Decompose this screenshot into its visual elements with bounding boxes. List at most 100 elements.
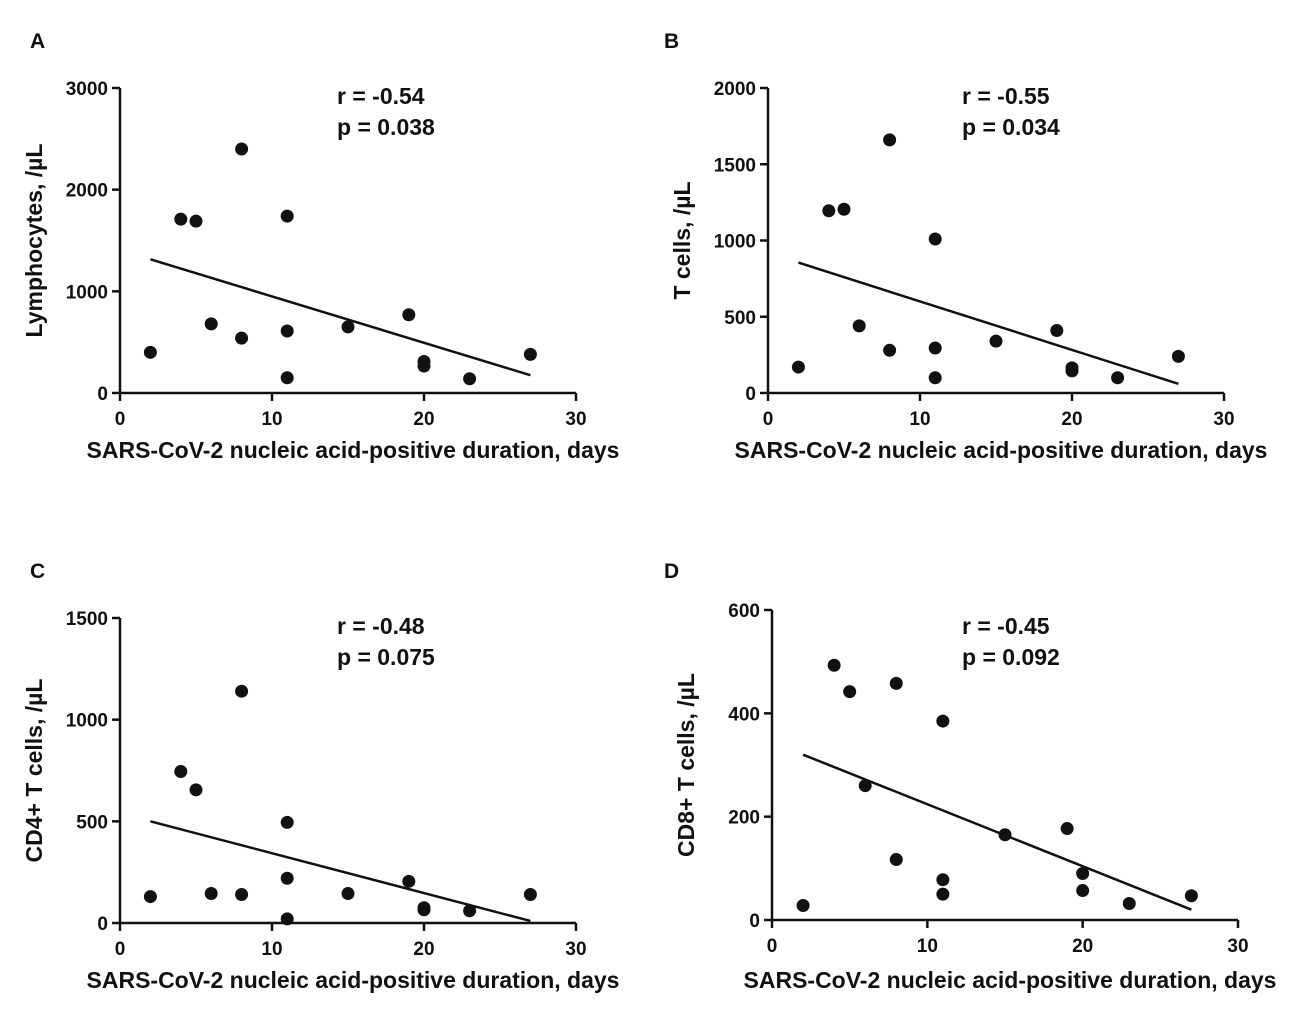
y-tick-label: 3000	[66, 79, 108, 100]
x-tick-label: 30	[1213, 409, 1234, 430]
data-point	[928, 341, 942, 355]
y-tick-label: 500	[724, 308, 756, 329]
data-point	[174, 765, 188, 779]
data-point	[1111, 371, 1125, 385]
data-point	[174, 212, 188, 226]
data-point	[235, 331, 249, 345]
data-point	[189, 783, 203, 797]
data-point	[1060, 822, 1074, 836]
data-point	[858, 779, 872, 793]
panel-letter: C	[30, 560, 45, 583]
regression-line	[150, 820, 531, 923]
data-point	[463, 904, 477, 918]
data-point	[1050, 323, 1064, 337]
data-point	[189, 214, 203, 228]
data-point	[889, 853, 903, 867]
y-tick-label: 0	[97, 384, 108, 405]
data-point	[936, 714, 950, 728]
x-tick-label: 0	[763, 409, 774, 430]
x-axis-label: SARS-CoV-2 nucleic acid-positive duratio…	[87, 967, 620, 993]
y-tick-label: 1500	[66, 609, 108, 630]
data-point	[235, 684, 249, 698]
x-axis-label: SARS-CoV-2 nucleic acid-positive duratio…	[735, 437, 1268, 463]
panel-letter: B	[664, 30, 679, 53]
data-point	[998, 828, 1012, 842]
data-point	[837, 202, 851, 216]
data-point	[463, 372, 477, 386]
data-point	[417, 359, 431, 373]
y-tick-label: 400	[728, 704, 760, 725]
x-tick-label: 10	[261, 939, 282, 960]
x-tick-label: 0	[115, 409, 126, 430]
panel-d: D 0 10 20 30 0 200 400 600 SARS-CoV-2 nucleic aci…	[664, 560, 1276, 993]
data-point	[280, 324, 294, 338]
correlation-r: r = -0.45	[962, 613, 1050, 639]
data-point	[280, 209, 294, 223]
data-point	[1184, 889, 1198, 903]
x-tick-label: 0	[767, 936, 778, 957]
x-tick-label: 10	[909, 409, 930, 430]
x-tick-label: 10	[261, 409, 282, 430]
data-point	[204, 887, 218, 901]
x-tick-label: 30	[1227, 936, 1248, 957]
x-tick-label: 30	[565, 939, 586, 960]
y-tick-label: 600	[728, 601, 760, 622]
panel-letter: A	[30, 30, 45, 53]
y-tick-label: 2000	[714, 79, 756, 100]
data-point	[523, 347, 537, 361]
data-point	[280, 871, 294, 885]
x-tick-label: 0	[115, 939, 126, 960]
x-tick-label: 20	[1061, 409, 1082, 430]
regression-line	[798, 261, 1179, 386]
p-value: p = 0.092	[962, 644, 1060, 670]
y-tick-label: 0	[97, 914, 108, 935]
panel-a: A 0 10 20 30 0 1000 2000 3000 SARS-CoV-2 nucleic …	[21, 30, 619, 463]
y-tick-label: 0	[749, 911, 760, 932]
correlation-r: r = -0.54	[337, 83, 425, 109]
correlation-r: r = -0.55	[962, 83, 1050, 109]
data-point	[143, 345, 157, 359]
data-point	[936, 873, 950, 887]
x-tick-label: 10	[917, 936, 938, 957]
data-point	[341, 887, 355, 901]
data-point	[791, 360, 805, 374]
data-point	[1076, 867, 1090, 880]
correlation-r: r = -0.48	[337, 613, 425, 639]
y-tick-label: 200	[728, 808, 760, 829]
y-tick-label: 1000	[714, 232, 756, 253]
data-point	[523, 888, 537, 902]
data-point	[280, 371, 294, 385]
data-point	[1076, 884, 1090, 898]
regression-line	[150, 258, 531, 377]
panel-c: C 0 10 20 30 0 500 1000 1500 SARS-CoV-2 nucleic a…	[21, 560, 619, 993]
panel-letter: D	[664, 560, 679, 583]
data-point	[402, 874, 416, 888]
data-point	[822, 204, 836, 218]
regression-line	[802, 753, 1192, 911]
y-tick-label: 1000	[66, 711, 108, 732]
x-axis-label: SARS-CoV-2 nucleic acid-positive duratio…	[744, 967, 1277, 993]
data-point	[796, 899, 810, 913]
p-value: p = 0.075	[337, 644, 435, 670]
x-tick-label: 30	[565, 409, 586, 430]
data-point	[827, 658, 841, 672]
data-point	[989, 334, 1003, 348]
data-point	[1122, 896, 1136, 910]
p-value: p = 0.034	[962, 114, 1060, 140]
data-point	[852, 319, 866, 333]
y-axis-label: T cells, /µL	[669, 181, 695, 299]
panel-b: B 0 10 20 30 0 500 1000 1500 2000 SARS-CoV-2 nucle…	[664, 30, 1267, 463]
y-tick-label: 2000	[66, 181, 108, 202]
data-point	[341, 320, 355, 334]
data-point	[843, 685, 857, 699]
y-tick-label: 0	[745, 384, 756, 405]
p-value: p = 0.038	[337, 114, 435, 140]
data-point	[936, 887, 950, 901]
data-point	[883, 343, 897, 357]
data-point	[280, 912, 294, 926]
y-axis-label: CD4+ T cells, /µL	[21, 679, 47, 863]
data-point	[280, 815, 294, 829]
x-tick-label: 20	[413, 939, 434, 960]
data-point	[235, 142, 249, 156]
